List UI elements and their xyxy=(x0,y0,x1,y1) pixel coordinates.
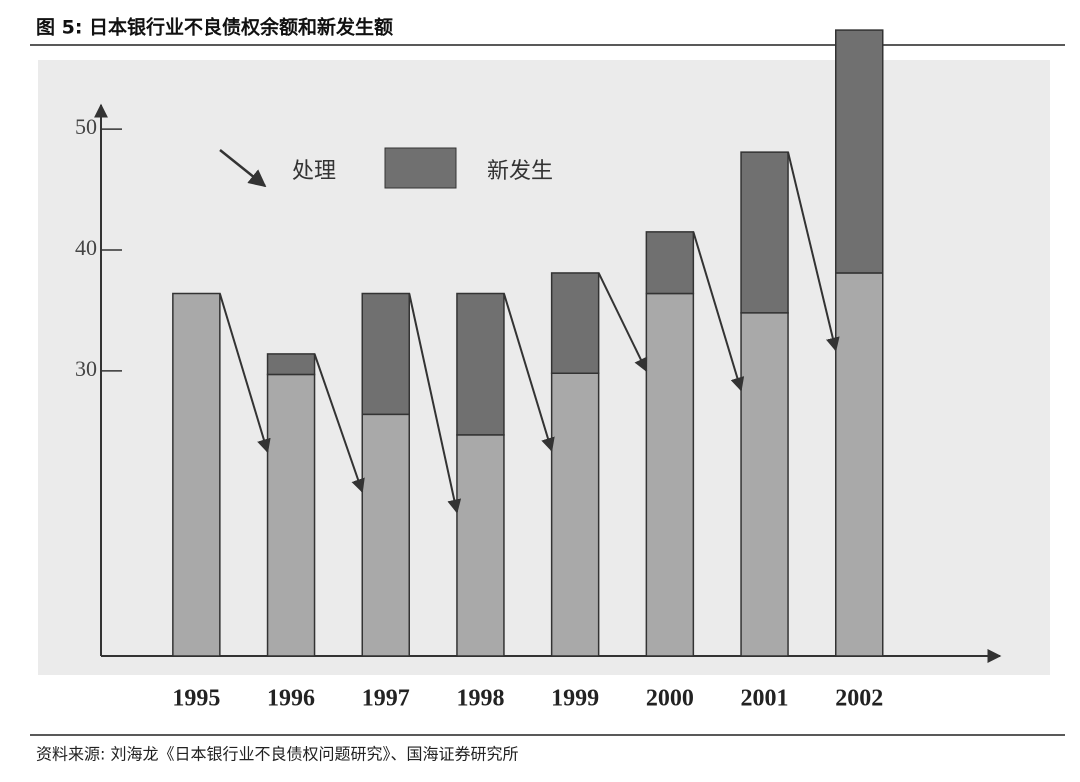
bar-segment xyxy=(266,353,316,376)
legend-label: 新发生 xyxy=(487,159,553,184)
chart-title: 图 5: 日本银行业不良债权余额和新发生额 xyxy=(36,16,393,39)
x-tick-label: 1997 xyxy=(362,686,410,712)
bar-segment xyxy=(550,372,600,657)
x-tick-label: 1996 xyxy=(267,686,315,712)
bar-segment xyxy=(645,292,695,657)
legend-label: 处理 xyxy=(292,159,336,184)
legend-arrow xyxy=(219,149,267,188)
x-tick-label: 2002 xyxy=(835,686,883,712)
disposal-arrow xyxy=(692,231,745,392)
x-tick-label: 1999 xyxy=(551,686,599,712)
x-tick-label: 1995 xyxy=(172,686,220,712)
bar-segment xyxy=(835,29,884,274)
source: 资料来源: 刘海龙《日本银行业不良债权问题研究》、国海证券研究所 xyxy=(36,745,518,764)
bar-segment xyxy=(456,292,505,436)
bar-segment xyxy=(361,292,410,416)
bar-segment xyxy=(740,312,789,657)
bar-segment xyxy=(550,272,600,375)
bar-segment xyxy=(645,231,695,295)
bar-segment xyxy=(456,434,505,657)
disposal-arrow xyxy=(313,353,365,493)
y-tick-label: 50 xyxy=(75,114,97,139)
y-tick-label: 40 xyxy=(75,235,97,260)
bar-segment xyxy=(740,151,789,314)
disposal-arrow xyxy=(408,293,462,514)
legend-swatch xyxy=(384,147,457,189)
bar-segment xyxy=(266,373,316,657)
bar-segment xyxy=(835,272,884,657)
x-tick-label: 1998 xyxy=(456,686,504,712)
disposal-arrow xyxy=(218,293,271,454)
disposal-arrow xyxy=(787,151,840,352)
disposal-arrow xyxy=(502,293,555,452)
x-tick-label: 2000 xyxy=(646,686,694,712)
x-tick-label: 2001 xyxy=(741,686,789,712)
bar-segment xyxy=(172,292,221,657)
disposal-arrow xyxy=(597,272,648,373)
y-tick-label: 30 xyxy=(75,356,97,381)
bar-segment xyxy=(361,413,410,657)
